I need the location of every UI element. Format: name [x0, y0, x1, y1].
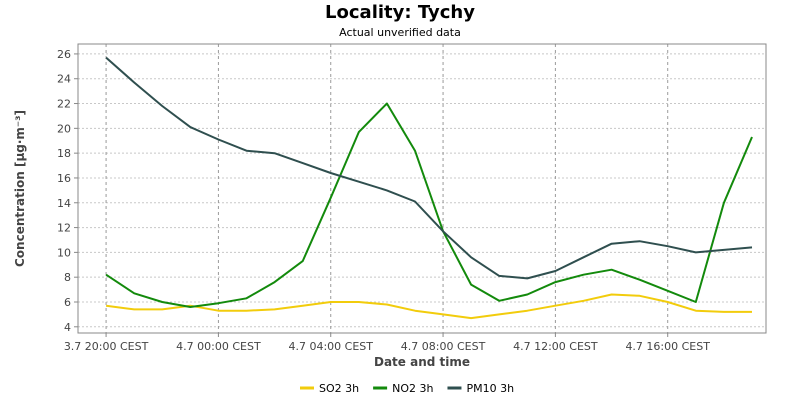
- y-tick-label: 16: [57, 172, 71, 185]
- legend-label: PM10 3h: [466, 382, 514, 395]
- x-tick-label: 4.7 00:00 CEST: [176, 340, 261, 353]
- legend-label: NO2 3h: [392, 382, 433, 395]
- chart-subtitle: Actual unverified data: [339, 26, 461, 39]
- x-tick-label: 4.7 16:00 CEST: [625, 340, 710, 353]
- y-tick-label: 12: [57, 222, 71, 235]
- y-tick-label: 4: [64, 321, 71, 334]
- y-tick-label: 14: [57, 197, 71, 210]
- y-tick-label: 24: [57, 73, 71, 86]
- x-tick-label: 4.7 08:00 CEST: [401, 340, 486, 353]
- y-tick-label: 18: [57, 147, 71, 160]
- y-tick-label: 8: [64, 271, 71, 284]
- y-tick-label: 26: [57, 48, 71, 61]
- y-tick-label: 22: [57, 98, 71, 111]
- series-layer: [105, 56, 753, 320]
- y-tick-label: 10: [57, 246, 71, 259]
- y-axis-label: Concentration [µg·m⁻³]: [13, 110, 27, 267]
- axes: 4 6 8 10 12 14 16 18 20 22 24 26 3.7 20:00 CEST 4.7 0…: [57, 48, 710, 353]
- series-line-pm10-3h: [105, 56, 753, 280]
- x-tick-label: 4.7 04:00 CEST: [288, 340, 373, 353]
- x-tick-label: 3.7 20:00 CEST: [64, 340, 149, 353]
- legend-label: SO2 3h: [319, 382, 359, 395]
- grid: [78, 44, 766, 333]
- x-axis-label: Date and time: [374, 355, 470, 369]
- y-tick-label: 20: [57, 122, 71, 135]
- y-tick-label: 6: [64, 296, 71, 309]
- series-line-so2-3h: [105, 293, 752, 320]
- plot-border: [77, 43, 767, 334]
- series-line-no2-3h: [105, 102, 753, 308]
- legend: SO2 3h NO2 3h PM10 3h: [300, 382, 514, 395]
- chart-title: Locality: Tychy: [325, 2, 475, 23]
- x-tick-label: 4.7 12:00 CEST: [513, 340, 598, 353]
